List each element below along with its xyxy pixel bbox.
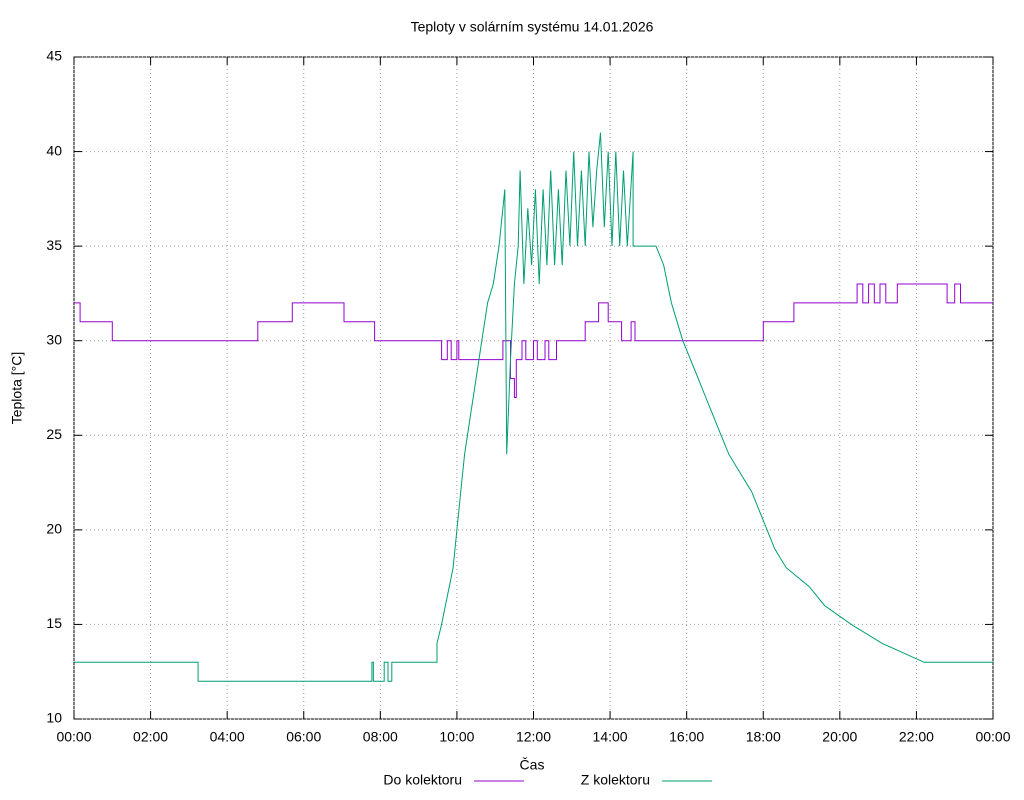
x-axis-label: Čas: [520, 757, 545, 773]
x-tick-label: 22:00: [899, 729, 934, 745]
y-axis-label: Teplota [°C]: [9, 352, 25, 425]
x-tick-label: 00:00: [56, 729, 91, 745]
series-line: [74, 132, 993, 682]
x-tick-label: 06:00: [286, 729, 321, 745]
x-tick-label: 18:00: [746, 729, 781, 745]
x-tick-label: 20:00: [822, 729, 857, 745]
y-tick-label: 30: [46, 331, 62, 347]
chart-title: Teploty v solárním systému 14.01.2026: [411, 19, 654, 35]
x-tick-label: 00:00: [975, 729, 1010, 745]
y-tick-label: 10: [46, 710, 62, 726]
x-tick-label: 10:00: [439, 729, 474, 745]
x-tick-label: 16:00: [669, 729, 704, 745]
y-tick-label: 35: [46, 237, 62, 253]
x-tick-label: 02:00: [133, 729, 168, 745]
x-tick-label: 04:00: [210, 729, 245, 745]
x-tick-label: 08:00: [363, 729, 398, 745]
y-tick-label: 40: [46, 142, 62, 158]
series-line: [74, 283, 993, 398]
y-tick-label: 45: [46, 48, 62, 64]
legend-label: Z kolektoru: [581, 772, 650, 788]
legend-label: Do kolektoru: [383, 772, 462, 788]
x-tick-label: 14:00: [593, 729, 628, 745]
y-tick-label: 20: [46, 521, 62, 537]
plot-frame: [73, 56, 994, 720]
y-tick-label: 15: [46, 615, 62, 631]
x-tick-label: 12:00: [516, 729, 551, 745]
y-tick-label: 25: [46, 426, 62, 442]
